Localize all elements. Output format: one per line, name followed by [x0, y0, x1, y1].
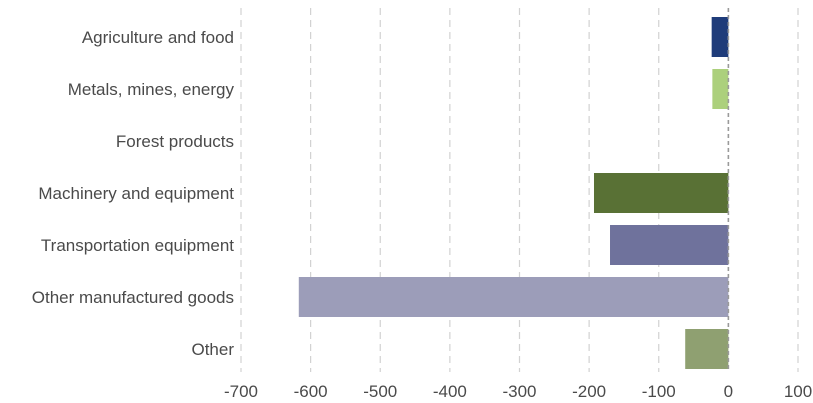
x-tick-label: -100 [642, 382, 676, 401]
bar-other-manufactured-goods [298, 277, 729, 317]
x-tick-label: -500 [363, 382, 397, 401]
category-label: Metals, mines, energy [68, 80, 235, 99]
x-tick-label: -400 [433, 382, 467, 401]
category-label: Transportation equipment [41, 236, 234, 255]
category-label: Machinery and equipment [38, 184, 234, 203]
bar-metals-mines-energy [712, 69, 729, 109]
x-tick-labels: -700 -600 -500 -400 -300 -200 -100 0 100 [224, 382, 812, 401]
category-label: Agriculture and food [82, 28, 234, 47]
category-label: Forest products [116, 132, 234, 151]
bar-transportation-equipment [610, 225, 729, 265]
x-tick-label: -300 [502, 382, 536, 401]
category-label: Other [191, 340, 234, 359]
x-tick-label: -700 [224, 382, 258, 401]
category-labels: Agriculture and food Metals, mines, energ… [32, 28, 235, 359]
x-tick-label: -600 [294, 382, 328, 401]
x-tick-label: -200 [572, 382, 606, 401]
bar-machinery-and-equipment [593, 173, 729, 213]
bars [298, 17, 729, 369]
category-label: Other manufactured goods [32, 288, 234, 307]
x-tick-label: 100 [784, 382, 812, 401]
x-tick-label: 0 [724, 382, 733, 401]
grid [240, 8, 799, 372]
bar-agriculture-and-food [711, 17, 729, 57]
bar-other [685, 329, 729, 369]
